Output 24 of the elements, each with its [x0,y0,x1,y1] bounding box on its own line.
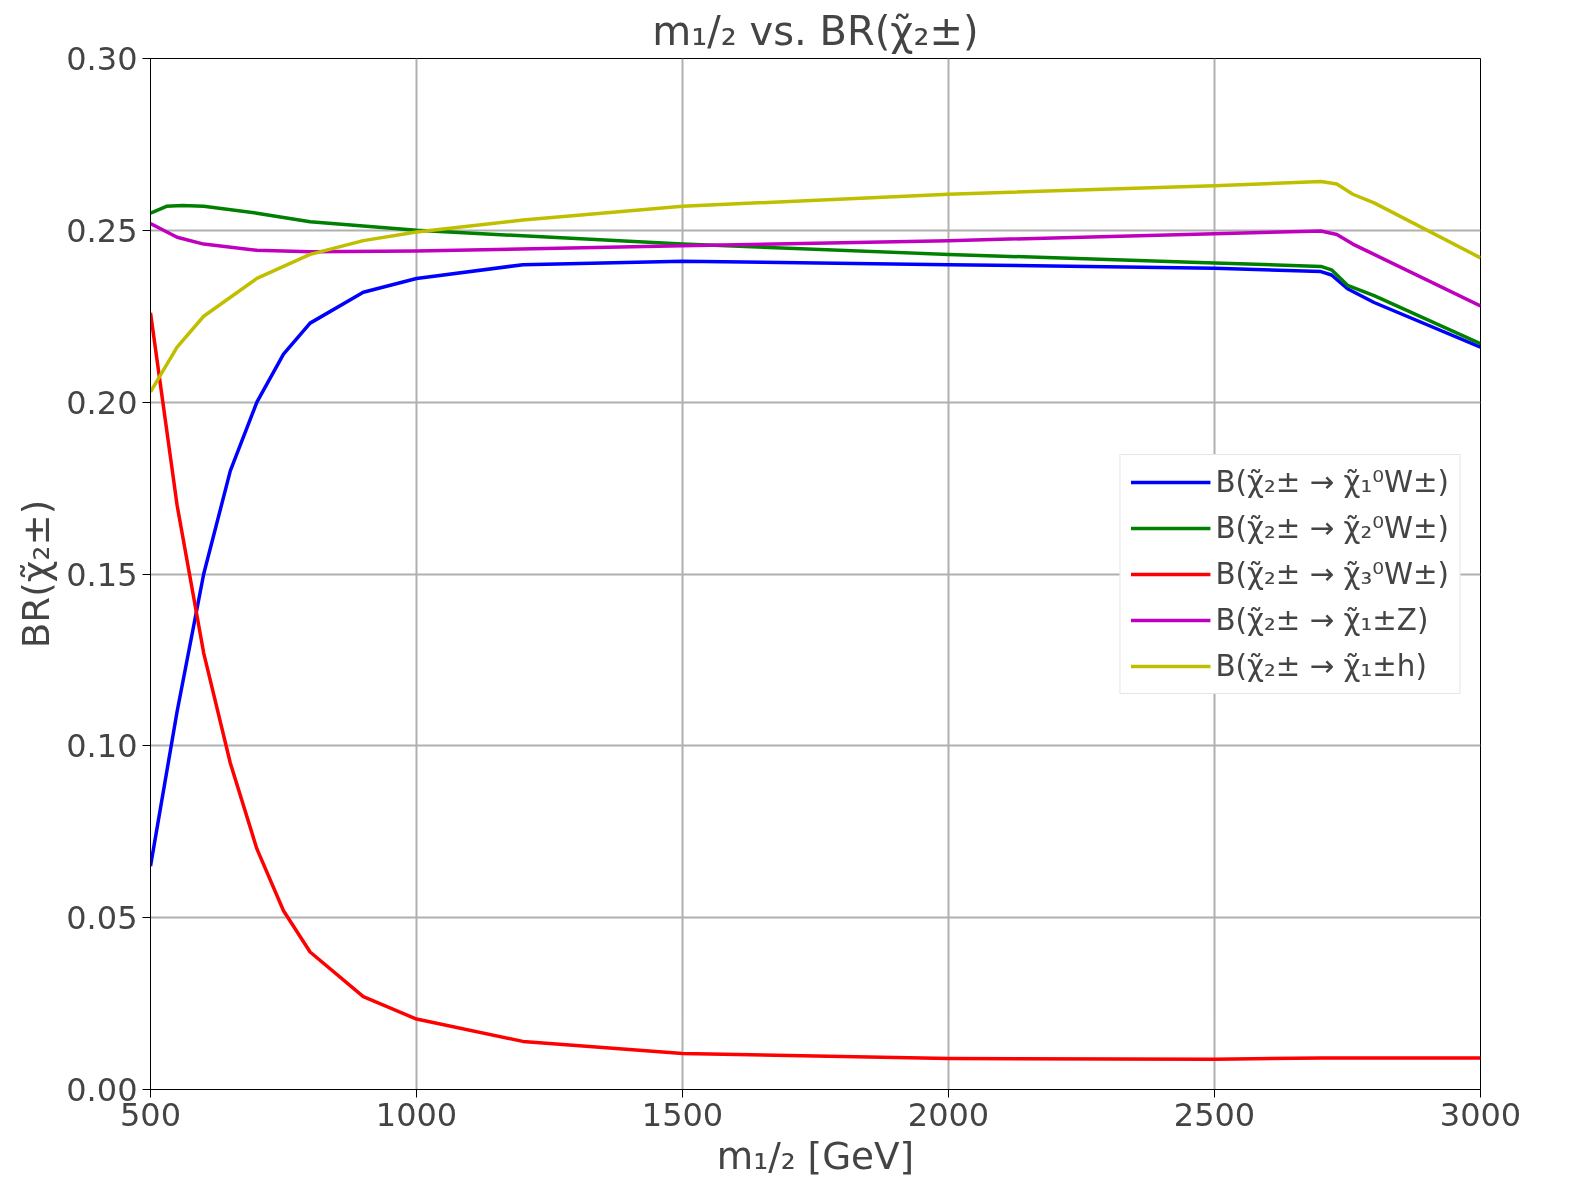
y-tick-label: 0.20 [66,383,138,422]
chart-title: m₁/₂ vs. BR(χ̃₂±) [652,7,979,54]
y-tick-label: 0.30 [66,40,138,78]
legend-label: B(χ̃₂± → χ̃₁±h) [1215,648,1427,683]
y-tick-label: 0.25 [66,211,138,250]
legend-label: B(χ̃₂± → χ̃₁⁰W±) [1215,464,1449,499]
line-series [150,221,1481,308]
x-tick-label: 1000 [375,1095,458,1134]
x-tick-label: 1500 [641,1095,724,1134]
line-series [150,203,1481,346]
y-axis-title: BR(χ̃₂±) [14,499,59,649]
legend-label: B(χ̃₂± → χ̃₂⁰W±) [1215,510,1449,545]
line-series [150,179,1481,394]
y-tick-label: 0.05 [66,899,138,938]
y-tick-label: 0.15 [66,555,138,594]
y-tick-label: 0.10 [66,727,138,766]
line-series [150,311,1481,1062]
x-tick-label: 3000 [1439,1095,1522,1134]
x-axis-title: m₁/₂ [GeV] [716,1133,915,1178]
x-tick-label: 2500 [1173,1095,1256,1134]
x-tick-label: 2000 [907,1095,990,1134]
legend-label: B(χ̃₂± → χ̃₁±Z) [1215,602,1429,637]
line-series [150,259,1481,868]
legend-label: B(χ̃₂± → χ̃₃⁰W±) [1215,556,1449,591]
